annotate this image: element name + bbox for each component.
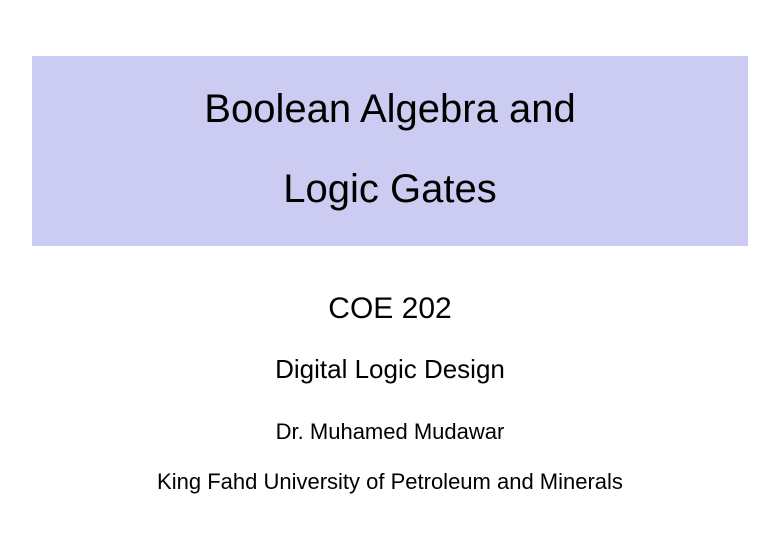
course-code: COE 202 [0, 292, 780, 326]
instructor-name: Dr. Muhamed Mudawar [0, 419, 780, 445]
slide-title-line-1: Boolean Algebra and [42, 88, 738, 130]
course-name: Digital Logic Design [0, 354, 780, 385]
slide-title-line-2: Logic Gates [42, 168, 738, 210]
university-name: King Fahd University of Petroleum and Mi… [0, 469, 780, 495]
slide-title-box: Boolean Algebra and Logic Gates [32, 56, 748, 246]
slide-body: COE 202 Digital Logic Design Dr. Muhamed… [0, 292, 780, 495]
